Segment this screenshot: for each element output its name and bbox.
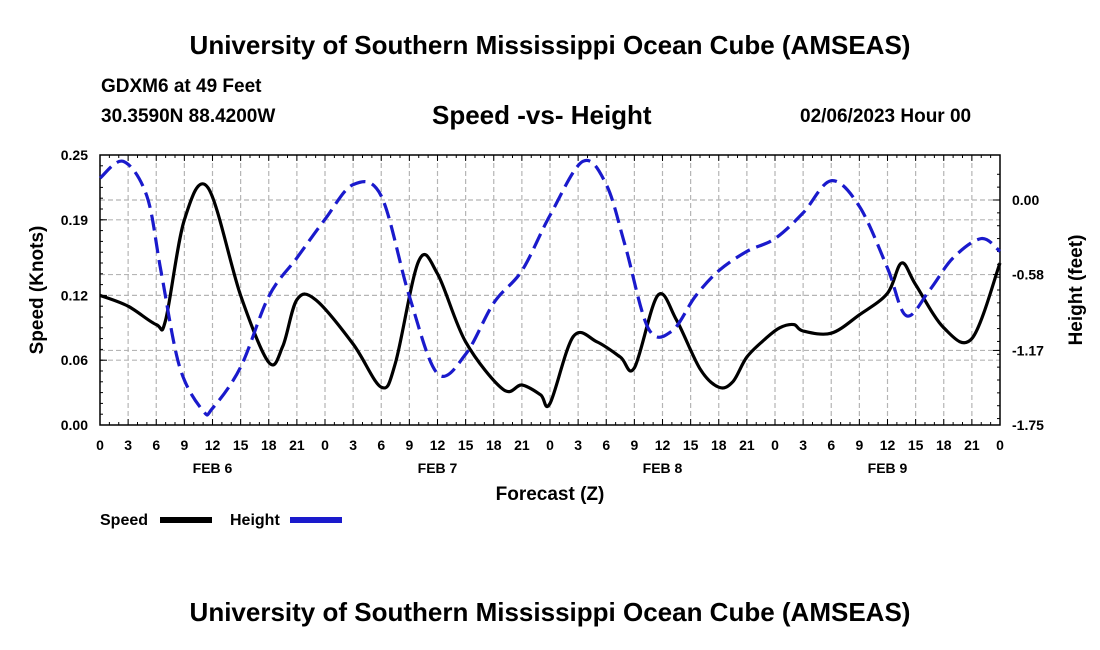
- x-tick-label: 6: [152, 437, 160, 453]
- series-layer: [98, 158, 1002, 417]
- x-tick-label: 6: [827, 437, 835, 453]
- x-tick-label: 18: [261, 437, 277, 453]
- day-label: FEB 8: [643, 460, 683, 476]
- x-tick-label: 0: [546, 437, 554, 453]
- day-label: FEB 6: [193, 460, 233, 476]
- legend-label-height: Height: [230, 512, 280, 529]
- axis-ticks: [99, 154, 1001, 426]
- axis-labels: 0 3 6 9 12 15 18 21 0 3 6 9 12 15 18 21 0 3 6 9 12 15 18 21 0 3 6 9…: [61, 147, 1044, 476]
- x-tick-label: 3: [574, 437, 582, 453]
- x-tick-label: 12: [205, 437, 221, 453]
- y2-tick-label: -1.17: [1012, 342, 1044, 358]
- legend-label-speed: Speed: [100, 512, 148, 529]
- x-tick-label: 15: [683, 437, 699, 453]
- x-tick-label: 3: [349, 437, 357, 453]
- x-tick-label: 18: [711, 437, 727, 453]
- x-tick-label: 21: [289, 437, 305, 453]
- x-tick-label: 3: [799, 437, 807, 453]
- x-tick-label: 21: [964, 437, 980, 453]
- y-tick-label: 0.06: [61, 352, 88, 368]
- day-label: FEB 7: [418, 460, 458, 476]
- x-tick-label: 12: [430, 437, 446, 453]
- x-tick-label: 0: [96, 437, 104, 453]
- x-tick-label: 9: [855, 437, 863, 453]
- y2-tick-label: -1.75: [1012, 417, 1044, 433]
- x-tick-label: 12: [880, 437, 896, 453]
- x-tick-label: 21: [739, 437, 755, 453]
- x-tick-label: 15: [233, 437, 249, 453]
- x-tick-label: 6: [602, 437, 610, 453]
- day-label: FEB 9: [868, 460, 908, 476]
- y2-axis-title: Height (feet): [1066, 235, 1087, 346]
- x-tick-label: 0: [321, 437, 329, 453]
- footer-title: University of Southern Mississippi Ocean…: [189, 597, 911, 627]
- series-line-speed: [99, 182, 1002, 409]
- y-axis-title: Speed (Knots): [27, 226, 48, 355]
- x-tick-label: 9: [630, 437, 638, 453]
- y-tick-label: 0.25: [61, 147, 88, 163]
- x-tick-label: 9: [180, 437, 188, 453]
- y-tick-label: 0.00: [61, 417, 88, 433]
- main-title: University of Southern Mississippi Ocean…: [189, 30, 911, 60]
- forecast-datetime: 02/06/2023 Hour 00: [800, 106, 972, 127]
- x-tick-label: 15: [908, 437, 924, 453]
- x-axis-title: Forecast (Z): [496, 484, 605, 505]
- grid: [100, 155, 1000, 425]
- coordinates-label: 30.3590N 88.4200W: [101, 106, 276, 127]
- station-label: GDXM6 at 49 Feet: [101, 76, 262, 97]
- x-tick-label: 21: [514, 437, 530, 453]
- chart-title: Speed -vs- Height: [432, 100, 652, 130]
- x-tick-label: 12: [655, 437, 671, 453]
- x-tick-label: 18: [936, 437, 952, 453]
- series-line-height: [98, 158, 1002, 417]
- x-tick-label: 9: [405, 437, 413, 453]
- y-tick-label: 0.12: [61, 287, 88, 303]
- legend: Speed Height: [100, 512, 342, 529]
- x-tick-label: 18: [486, 437, 502, 453]
- x-tick-label: 15: [458, 437, 474, 453]
- x-tick-label: 6: [377, 437, 385, 453]
- y2-tick-label: -0.58: [1012, 267, 1044, 283]
- x-tick-label: 0: [771, 437, 779, 453]
- y-tick-label: 0.19: [61, 212, 88, 228]
- x-tick-label: 3: [124, 437, 132, 453]
- x-tick-label: 0: [996, 437, 1004, 453]
- y2-tick-label: 0.00: [1012, 192, 1039, 208]
